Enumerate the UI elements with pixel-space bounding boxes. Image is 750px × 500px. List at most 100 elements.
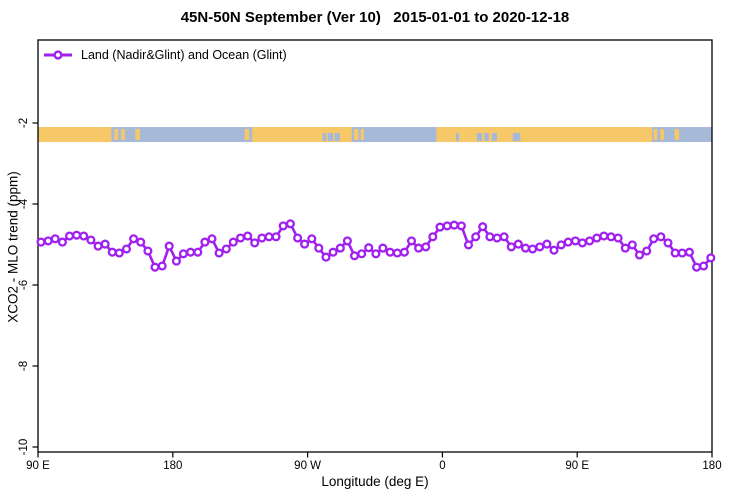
x-tick-label: 90 W [294,460,321,472]
x-tick-label: 90 E [565,460,589,472]
data-point [235,233,246,243]
data-point [307,234,317,244]
data-point [186,247,196,257]
data-point [634,250,645,260]
legend-circle-marker-icon [53,50,63,60]
data-point [535,242,545,252]
map-band-lake [491,133,498,142]
x-tick-label: 90 E [26,460,50,472]
data-point [364,243,374,253]
map-band-island [121,129,125,141]
data-point [371,249,381,259]
data-point [129,234,139,244]
data-point [620,243,630,253]
data-point [143,246,153,256]
data-point [328,247,338,257]
map-band-land [38,127,112,143]
x-axis-title: Longitude (deg E) [321,474,429,489]
data-point [456,221,466,231]
data-point [471,232,481,242]
data-point [706,253,716,263]
data-point [506,242,516,252]
y-axis-title: XCO2 - MLO trend (ppm) [5,171,21,323]
map-band-island [360,129,364,141]
data-point [435,222,445,232]
data-point [542,239,552,249]
data-point [86,235,96,245]
data-point [228,237,238,247]
plot-border [37,39,713,453]
data-point [221,244,231,254]
data-point [585,236,595,246]
data-point [107,247,117,257]
data-point [357,249,367,259]
data-point [321,252,331,262]
map-band-island [653,129,658,141]
y-tick-label: -8 [18,361,30,371]
data-point [314,243,324,253]
data-point [677,248,687,258]
data-point [549,245,559,255]
data-point [271,232,281,242]
map-band-island [135,129,140,141]
data-point [243,231,253,241]
data-point [214,248,224,258]
data-point [121,244,132,254]
x-tick-label: 180 [163,460,182,472]
map-band-lake [327,133,334,142]
map-band-lake [334,133,340,142]
data-point [335,243,345,253]
data-point [463,240,474,250]
data-point [300,239,310,249]
data-point [200,237,210,247]
data-point [72,230,82,240]
data-point [36,237,46,247]
data-point [421,242,431,252]
data-point [349,251,360,261]
y-tick-label: -4 [18,198,30,209]
data-point [528,244,538,254]
map-band-island [244,129,250,141]
data-point [606,232,616,242]
data-point [520,243,531,253]
map-band-lake [512,133,521,142]
data-point [50,234,60,244]
y-tick-label: -6 [18,280,30,290]
data-point [93,241,103,251]
data-point [570,236,580,246]
data-point [563,237,573,247]
data-point [428,232,438,242]
data-point [193,247,203,257]
data-point [699,261,709,271]
data-point [414,243,424,253]
legend-line-marker-icon [44,50,72,60]
x-tick-label: 0 [439,460,445,472]
data-point [178,249,188,259]
map-band-land [436,127,653,143]
data-point [449,220,459,230]
data-point [43,236,53,246]
data-point [285,219,295,229]
data-point [499,232,509,242]
data-point [684,247,694,257]
legend-label: Land (Nadir&Glint) and Ocean (Glint) [81,48,287,62]
data-point [257,233,267,243]
y-tick-label: -2 [18,118,30,128]
data-point [670,248,680,258]
data-point [171,256,181,266]
data-point [164,241,174,251]
chart-title: 45N-50N September (Ver 10) 2015-01-01 to… [180,9,570,26]
map-band-lake [455,133,459,142]
x-tick-label: 180 [702,460,721,472]
data-point [556,240,566,250]
data-point [406,236,417,246]
data-point [478,222,488,232]
data-point [649,234,659,244]
map-band-island [114,129,119,141]
data-point [157,261,167,271]
legend: Land (Nadir&Glint) and Ocean (Glint) [44,48,287,62]
data-point [392,248,402,258]
data-point [642,246,652,256]
data-point [250,238,260,248]
